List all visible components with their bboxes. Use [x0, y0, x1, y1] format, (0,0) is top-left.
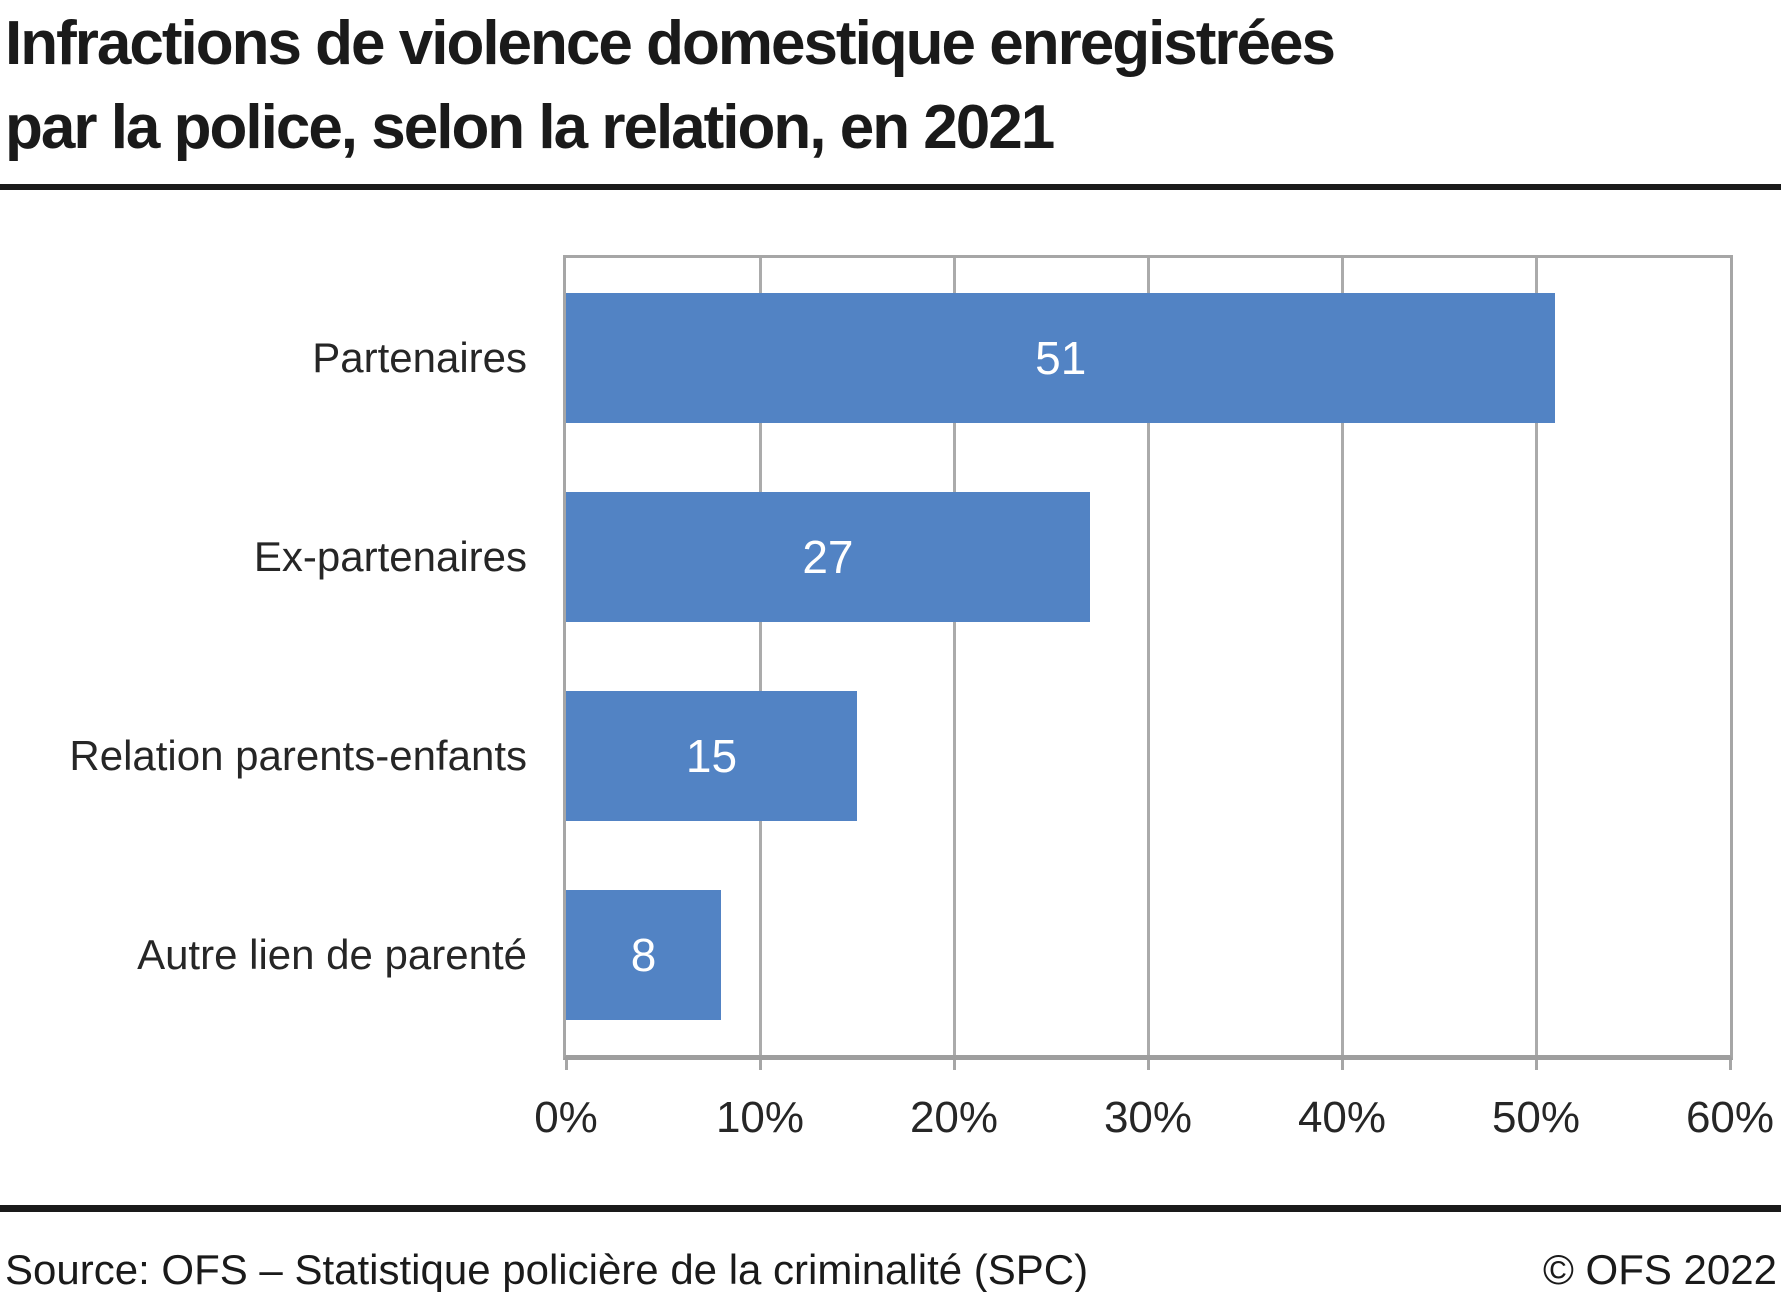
gridline-50%	[1534, 258, 1538, 1055]
x-tick-label-50pct: 50%	[1491, 1093, 1581, 1142]
chart-title: Infractions de violence domestique enreg…	[5, 2, 1336, 170]
gridline-40%	[1340, 258, 1344, 1055]
x-tick-label-20pct: 20%	[909, 1093, 999, 1142]
bar-value-label: 15	[685, 730, 738, 783]
x-tick-label-30pct: 30%	[1103, 1093, 1193, 1142]
axis-tick-10%	[758, 1060, 762, 1070]
x-tick-label-60pct: 60%	[1685, 1093, 1775, 1142]
bar-value-label: 27	[802, 530, 854, 583]
bar-ex-partenaires: 27	[566, 491, 1090, 622]
chart-title-line2: par la police, selon la relation, en 202…	[5, 93, 1055, 162]
chart-title-line1: Infractions de violence domestique enreg…	[5, 9, 1336, 78]
x-tick-label-10pct: 10%	[715, 1093, 805, 1142]
gridline-10%	[758, 258, 762, 1055]
gridline-20%	[952, 258, 956, 1055]
axis-tick-0%	[564, 1060, 568, 1070]
x-tick-label-40pct: 40%	[1297, 1093, 1387, 1142]
axis-tick-60%	[1728, 1060, 1732, 1070]
bar-value-label: 51	[1035, 331, 1087, 384]
bar-partenaires: 51	[566, 292, 1556, 423]
category-label-ex-partenaires: Ex-partenaires	[253, 532, 527, 580]
source-text: Source: OFS – Statistique policière de l…	[5, 1246, 1089, 1292]
title-divider-rule	[0, 184, 1781, 190]
bar-autre-lien-de-parent-: 8	[566, 890, 722, 1021]
axis-tick-20%	[952, 1060, 956, 1070]
axis-tick-30%	[1146, 1060, 1150, 1070]
bar-value-label: 8	[630, 929, 657, 982]
bar-relation-parents-enfants: 15	[566, 691, 857, 822]
category-label-autre-lien-de-parent-: Autre lien de parenté	[137, 931, 527, 979]
axis-tick-50%	[1534, 1060, 1538, 1070]
plot-area: 51 27 15 8	[563, 255, 1733, 1070]
category-label-partenaires: Partenaires	[312, 333, 527, 381]
x-tick-label-0pct: 0%	[534, 1093, 598, 1142]
gridline-30%	[1146, 258, 1150, 1055]
footer-divider-rule	[0, 1205, 1781, 1212]
axis-tick-40%	[1340, 1060, 1344, 1070]
category-label-relation-parents-enfants: Relation parents-enfants	[69, 732, 527, 780]
copyright-text: © OFS 2022	[1542, 1246, 1777, 1292]
